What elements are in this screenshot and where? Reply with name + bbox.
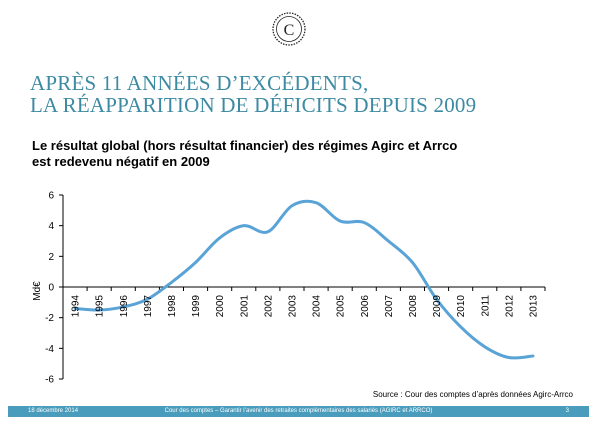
footer-bar: 18 décembre 2014 Cour des comptes – Gara…	[8, 406, 589, 417]
y-axis-label: Md€	[32, 281, 43, 301]
chart-subtitle-line-1: Le résultat global (hors résultat financ…	[32, 138, 458, 153]
x-tick-label: 2003	[287, 295, 298, 318]
svg-text:C: C	[284, 22, 295, 39]
y-tick-label: 6	[48, 191, 54, 202]
x-tick-label: 2004	[312, 295, 323, 318]
footer-date: 18 décembre 2014	[28, 408, 79, 414]
x-tick-label: 1994	[71, 295, 82, 318]
x-tick-label: 2009	[432, 295, 443, 318]
x-tick-label: 2000	[215, 295, 226, 318]
series-line	[73, 199, 535, 360]
x-tick-label: 1998	[167, 295, 178, 318]
footer-page-number: 3	[565, 408, 569, 414]
x-tick-label: 2001	[239, 295, 250, 318]
source-note: Source : Cour des comptes d’après donnée…	[372, 390, 573, 399]
chart-subtitle-line-2: est redevenu négatif en 2009	[32, 154, 210, 169]
y-tick-label: -2	[45, 313, 54, 324]
x-tick-label: 2002	[263, 295, 274, 318]
x-tick-label: 2005	[336, 295, 347, 318]
x-tick-label: 1996	[119, 295, 130, 318]
x-tick-label: 1995	[95, 295, 106, 318]
x-tick-label: 2008	[408, 295, 419, 318]
x-tick-label: 1999	[191, 295, 202, 318]
y-tick-label: 4	[48, 221, 54, 232]
slide-title: APRÈS 11 ANNÉES D’EXCÉDENTS, LA RÉAPPARI…	[30, 72, 570, 116]
y-tick-label: -6	[45, 375, 54, 386]
x-tick-label: 2012	[504, 295, 515, 318]
y-tick-label: 0	[48, 283, 54, 294]
y-tick-label: -4	[45, 344, 54, 355]
x-tick-label: 2007	[384, 295, 395, 318]
x-tick-label: 2006	[360, 295, 371, 318]
y-tick-label: 2	[48, 252, 54, 263]
slide-title-line-2: LA RÉAPPARITION DE DÉFICITS DEPUIS 2009	[30, 93, 477, 117]
x-tick-label: 2011	[480, 295, 491, 317]
slide-title-line-1: APRÈS 11 ANNÉES D’EXCÉDENTS,	[30, 71, 369, 95]
chart-subtitle: Le résultat global (hors résultat financ…	[32, 138, 552, 170]
footer-text: Cour des comptes – Garantir l’avenir des…	[164, 408, 433, 414]
cour-des-comptes-logo: C	[272, 12, 306, 46]
x-tick-label: 1997	[143, 295, 154, 318]
x-tick-label: 2013	[528, 295, 539, 318]
x-tick-label: 2010	[456, 295, 467, 318]
